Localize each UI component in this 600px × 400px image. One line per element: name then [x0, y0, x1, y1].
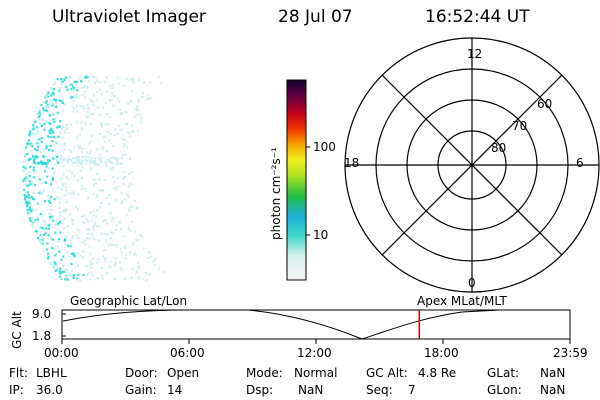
mlt-label-12: 12 — [467, 47, 483, 61]
date-label: 28 Jul 07 — [278, 7, 353, 27]
seq-label: Seq: — [366, 383, 393, 397]
door-value: Open — [167, 366, 200, 380]
mlt-label-6: 6 — [576, 156, 584, 170]
gc-alt-label: GC Alt: — [366, 366, 408, 380]
instrument-title: Ultraviolet Imager — [52, 7, 206, 27]
colorbar — [286, 79, 307, 281]
flt-value: LBHL — [36, 366, 67, 380]
apex-label: Apex MLat/MLT — [417, 294, 507, 308]
gc-alt-axis-title: GC Alt — [10, 311, 24, 349]
x-tick-2359: 23:59 — [553, 346, 588, 360]
gc-alt-value: 4.8 Re — [418, 366, 457, 380]
colorbar-unit-label: photon cm⁻²s⁻¹ — [269, 147, 283, 240]
ip-label: IP: — [9, 383, 24, 397]
geographic-label: Geographic Lat/Lon — [70, 294, 188, 308]
timeline-frame — [61, 309, 571, 340]
lat-label-70: 70 — [512, 119, 528, 133]
polar-plot — [344, 37, 600, 293]
ip-value: 36.0 — [36, 383, 63, 397]
glat-label: GLat: — [487, 366, 520, 380]
time-label: 16:52:44 UT — [425, 7, 530, 27]
dsp-value: NaN — [298, 383, 324, 397]
y-tick-9: 9.0 — [32, 307, 52, 321]
polar-diagonal-2 — [381, 74, 563, 256]
mlt-label-0: 0 — [468, 276, 476, 290]
glat-value: NaN — [540, 366, 566, 380]
y-tick-1-8: 1.8 — [32, 329, 52, 343]
x-tick-0000: 00:00 — [44, 346, 79, 360]
x-tick-1200: 12:00 — [297, 346, 332, 360]
lat-label-60: 60 — [537, 97, 553, 111]
glon-label: GLon: — [487, 383, 522, 397]
mode-label: Mode: — [246, 366, 283, 380]
colorbar-tick-label-100: 100 — [313, 140, 336, 154]
x-tick-1800: 18:00 — [424, 346, 459, 360]
flt-label: Flt: — [9, 366, 28, 380]
dsp-label: Dsp: — [246, 383, 274, 397]
gain-value: 14 — [167, 383, 183, 397]
x-tick-0600: 06:00 — [170, 346, 205, 360]
lat-label-80: 80 — [491, 141, 507, 155]
mode-value: Normal — [294, 366, 338, 380]
mlt-label-18: 18 — [344, 156, 360, 170]
seq-value: 7 — [408, 383, 416, 397]
glon-value: NaN — [540, 383, 566, 397]
colorbar-tick-label-10: 10 — [313, 228, 329, 242]
altitude-curve — [62, 309, 568, 340]
door-label: Door: — [125, 366, 158, 380]
gain-label: Gain: — [125, 383, 157, 397]
aurora-image — [22, 75, 166, 282]
